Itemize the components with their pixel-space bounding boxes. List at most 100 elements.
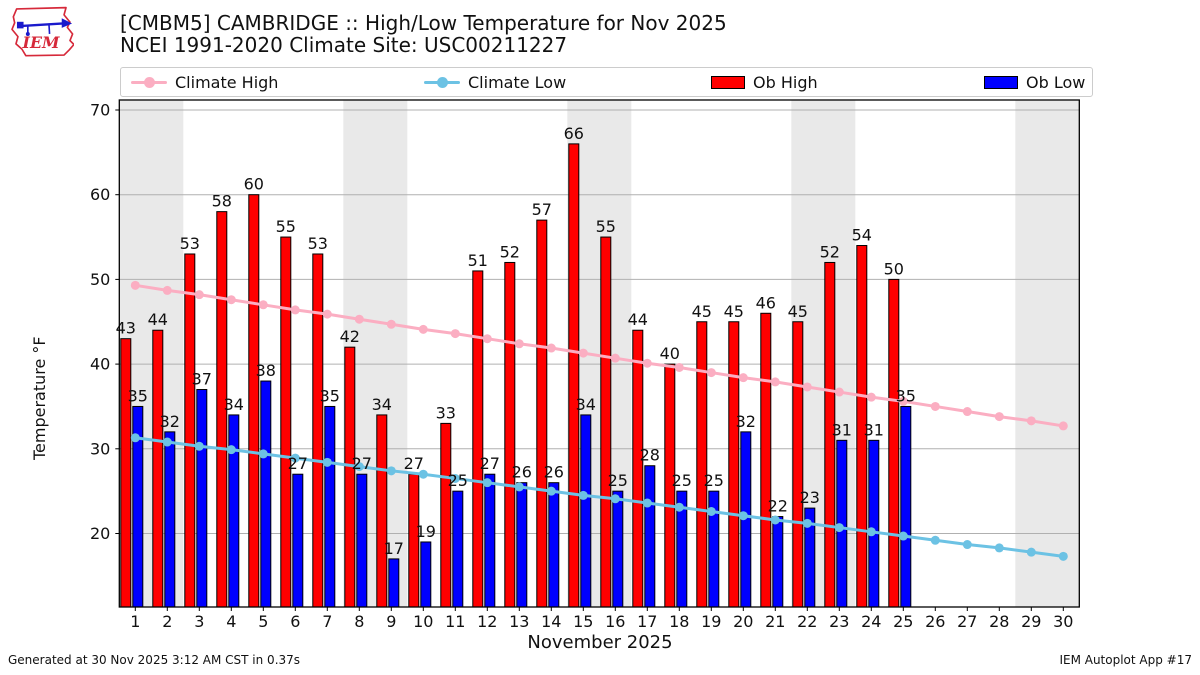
climate-high-line [135,283,1064,428]
climate-low-marker [866,527,876,537]
legend-item-ob-low: Ob Low [984,68,1085,96]
ob-high-value-label: 53 [180,234,200,253]
x-tick-label: 1 [130,612,140,631]
ob-low-bar [420,541,432,608]
ob-low-bar [612,490,624,608]
x-tick-label: 28 [989,612,1009,631]
weather-vane-icon [16,18,73,36]
climate-low-line-icon [424,76,460,88]
climate-low-marker [322,457,332,467]
climate-high-marker [898,396,908,406]
climate-low-marker [258,449,268,459]
ob-low-value-label: 27 [352,454,372,473]
climate-high-marker [962,407,972,417]
climate-high-marker [578,348,588,358]
ob-low-bar [644,465,656,608]
climate-high-marker [194,290,204,300]
x-tick-label: 26 [925,612,945,631]
climate-low-marker [642,498,652,508]
ob-high-value-label: 55 [276,217,296,236]
ob-low-value-label: 28 [640,446,660,465]
ob-low-bar [580,414,592,608]
ob-high-bar [344,346,356,608]
x-tick-label: 10 [413,612,433,631]
ob-high-bar [312,253,324,608]
page-title: [CMBM5] CAMBRIDGE :: High/Low Temperatur… [120,11,727,35]
x-tick-label: 16 [605,612,625,631]
logo-text: IEM [22,33,60,52]
climate-low-marker [482,478,492,488]
ob-high-value-label: 44 [628,310,648,329]
x-tick-label: 24 [861,612,881,631]
x-tick-label: 30 [1053,612,1073,631]
ob-high-value-label: 33 [436,403,456,422]
climate-low-marker [546,486,556,496]
x-tick-label: 2 [162,612,172,631]
ob-low-value-label: 34 [576,395,596,414]
ob-low-bar [164,431,176,608]
iem-logo: IEM [11,6,74,57]
climate-high-marker [834,387,844,397]
ob-low-bar [260,380,272,608]
ob-high-bar [696,321,708,608]
ob-high-bar [504,261,516,608]
legend-item-climate-low: Climate Low [424,68,566,96]
climate-low-marker [226,445,236,455]
x-tick-label: 9 [386,612,396,631]
chart-header: [CMBM5] CAMBRIDGE :: High/Low Temperatur… [120,12,727,56]
legend-item-climate-high: Climate High [131,68,278,96]
ob-low-value-label: 35 [320,386,340,405]
x-tick-label: 13 [509,612,529,631]
ob-high-bar [568,143,580,608]
climate-low-marker [1026,547,1036,557]
plot-border [118,99,1080,608]
ob-high-value-label: 66 [564,124,584,143]
ob-high-bar [472,270,484,608]
climate-high-marker [802,382,812,392]
legend-label: Climate Low [468,72,567,92]
climate-high-marker [546,343,556,353]
ob-low-value-label: 25 [704,471,724,490]
climate-high-marker [482,334,492,344]
ob-high-bar [536,219,548,608]
weekend-band [1015,100,1080,607]
x-tick-label: 20 [733,612,753,631]
ob-low-value-label: 34 [224,395,244,414]
ob-high-value-label: 55 [596,217,616,236]
climate-low-marker [130,433,140,443]
climate-low-marker [738,511,748,521]
x-tick-label: 21 [765,612,785,631]
climate-low-marker [290,453,300,463]
x-tick-label: 5 [258,612,268,631]
app-attribution: IEM Autoplot App #17 [1059,653,1192,667]
climate-high-marker [866,392,876,402]
x-tick-label: 15 [573,612,593,631]
climate-low-marker [1058,551,1068,561]
ob-high-bar [728,321,740,608]
ob-high-value-label: 45 [724,302,744,321]
ob-high-bar [760,312,772,608]
climate-high-marker [930,401,940,411]
ob-high-bar [632,329,644,608]
climate-high-marker [258,300,268,310]
ob-low-bar [228,414,240,608]
ob-low-value-label: 17 [384,539,404,558]
ob-high-value-label: 44 [148,310,168,329]
ob-high-value-label: 46 [756,293,776,312]
ob-low-bar [388,558,400,608]
x-tick-label: 29 [1021,612,1041,631]
climate-high-marker [386,319,396,329]
climate-high-marker [674,362,684,372]
ob-high-value-label: 27 [404,454,424,473]
climate-low-marker [802,518,812,528]
ob-high-value-label: 53 [308,234,328,253]
iowa-outline [11,6,74,57]
x-tick-label: 22 [797,612,817,631]
ob-high-swatch-icon [711,75,745,89]
y-tick-label: 70 [90,101,110,120]
climate-low-marker [674,502,684,512]
ob-low-bar [900,405,912,608]
ob-high-bar [184,253,196,608]
x-tick-label: 17 [637,612,657,631]
climate-high-marker [226,295,236,305]
